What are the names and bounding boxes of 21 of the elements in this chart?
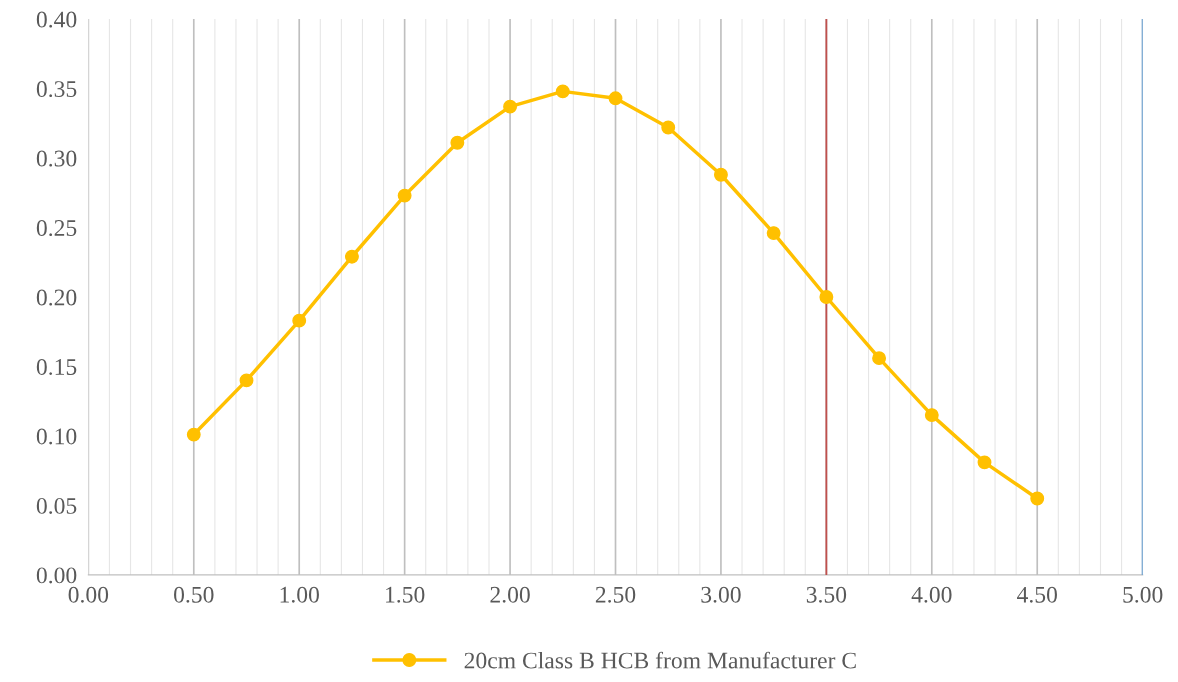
x-tick-label: 3.50 bbox=[806, 586, 847, 603]
y-tick-label: 0.05 bbox=[36, 497, 77, 514]
x-tick-label: 2.00 bbox=[490, 586, 530, 603]
x-tick-label: 0.00 bbox=[68, 586, 109, 603]
y-tick-label: 0.25 bbox=[36, 220, 77, 237]
x-tick-label: 4.00 bbox=[911, 586, 952, 603]
y-tick-label: 0.40 bbox=[36, 11, 77, 28]
x-tick-label: 1.00 bbox=[280, 586, 319, 603]
x-tick-label: 1.50 bbox=[386, 586, 425, 603]
x-tick-label: 4.50 bbox=[1017, 586, 1057, 603]
x-tick-label: 3.00 bbox=[701, 586, 741, 603]
y-tick-label: 0.20 bbox=[36, 289, 77, 306]
y-tick-label: 0.15 bbox=[36, 358, 77, 376]
y-tick-label: 0.00 bbox=[36, 567, 77, 584]
y-tick-label: 0.35 bbox=[36, 81, 77, 98]
x-tick-label: 5.00 bbox=[1123, 586, 1163, 603]
legend-label: 20cm Class B HCB from Manufacturer C bbox=[464, 651, 856, 669]
x-tick-label: 0.50 bbox=[174, 586, 214, 603]
x-tick-label: 2.50 bbox=[595, 586, 636, 603]
y-tick-label: 0.10 bbox=[36, 428, 77, 445]
y-tick-label: 0.30 bbox=[36, 150, 77, 167]
